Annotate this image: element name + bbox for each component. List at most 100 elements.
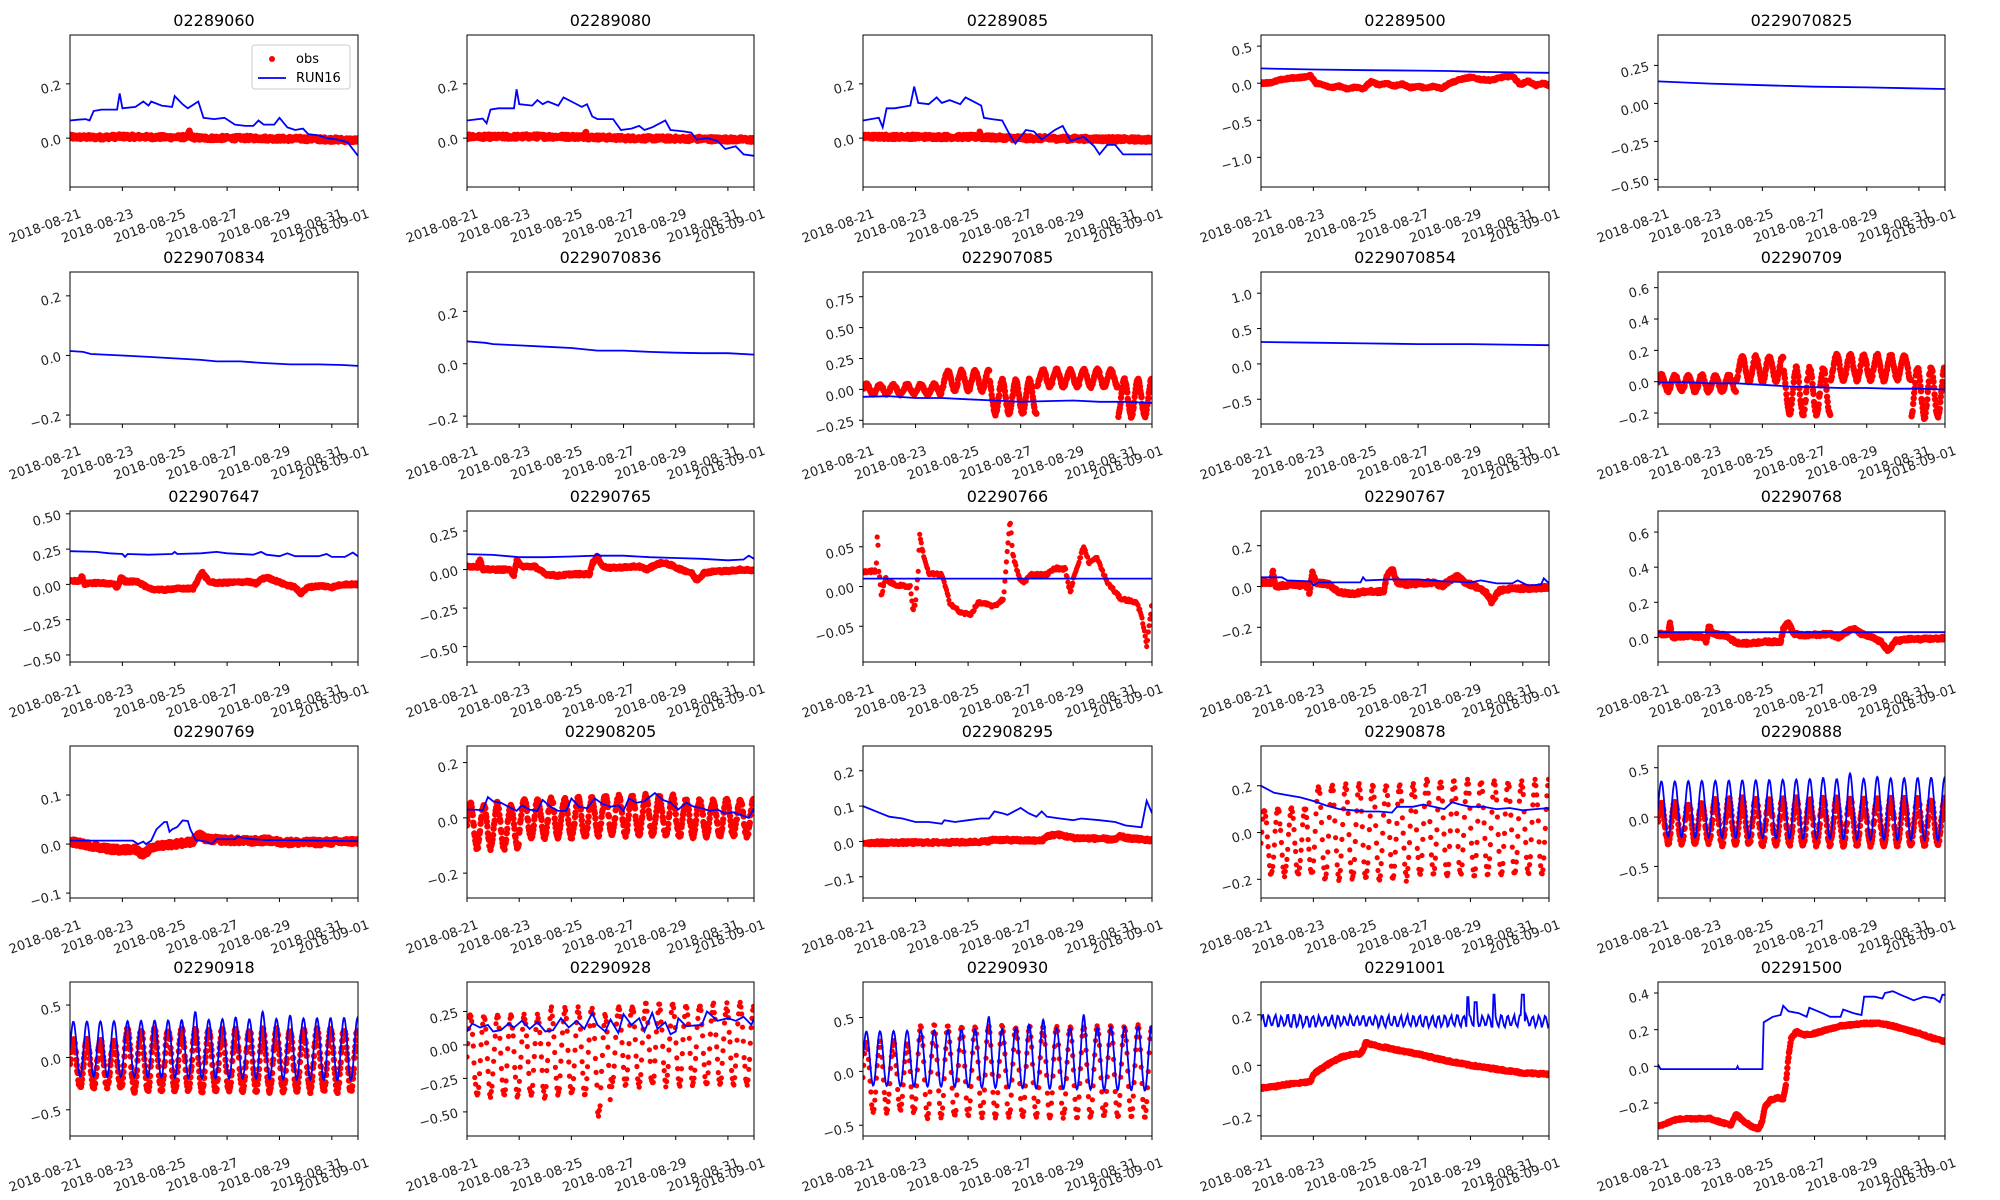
obs-point bbox=[1941, 365, 1945, 372]
obs-point bbox=[945, 593, 951, 599]
obs-point bbox=[1863, 361, 1870, 368]
subplot-title: 0229070834 bbox=[163, 248, 265, 267]
subplot-0229070834: 0229070834−0.20.00.22018-08-212018-08-23… bbox=[7, 248, 371, 484]
obs-point bbox=[1909, 407, 1916, 415]
obs-point bbox=[1918, 399, 1926, 406]
y-tick-label: −0.50 bbox=[1609, 174, 1651, 199]
y-tick-label: 0.0 bbox=[1627, 376, 1651, 396]
plot-area bbox=[1261, 35, 1549, 187]
obs-point bbox=[750, 566, 754, 573]
series-layer bbox=[863, 520, 1152, 650]
obs-point bbox=[1842, 370, 1850, 378]
subplot-0229070825: 0229070825−0.50−0.250.000.252018-08-2120… bbox=[1595, 11, 1958, 247]
obs-point bbox=[910, 607, 917, 613]
plot-area bbox=[467, 272, 754, 424]
run16-line bbox=[467, 89, 754, 157]
obs-point bbox=[913, 597, 919, 603]
obs-point bbox=[1923, 402, 1930, 409]
y-tick-label: −0.5 bbox=[1220, 394, 1254, 417]
obs-point bbox=[1912, 379, 1919, 387]
obs-point bbox=[1781, 375, 1789, 382]
legend-obs-marker bbox=[269, 56, 275, 62]
axes-frame bbox=[466, 510, 755, 663]
obs-point bbox=[1016, 395, 1023, 402]
obs-point bbox=[1124, 389, 1131, 396]
obs-point bbox=[750, 138, 754, 145]
axes-frame bbox=[69, 271, 359, 425]
obs-point bbox=[1937, 393, 1945, 400]
obs-point bbox=[1734, 373, 1742, 380]
legend-label: obs bbox=[296, 52, 319, 67]
series-layer bbox=[1658, 350, 1945, 422]
axes-frame bbox=[69, 510, 359, 663]
obs-point bbox=[1827, 411, 1834, 419]
subplot-title: 02289500 bbox=[1364, 11, 1445, 30]
series-layer bbox=[467, 89, 754, 157]
y-tick-label: 0.50 bbox=[31, 508, 63, 530]
subplot-title: 02290709 bbox=[1761, 248, 1842, 267]
subplot-title: 0229070836 bbox=[560, 248, 662, 267]
obs-point bbox=[915, 568, 921, 574]
obs-point bbox=[1924, 396, 1931, 403]
obs-point bbox=[1001, 387, 1009, 395]
obs-point bbox=[1002, 395, 1010, 402]
obs-point bbox=[1939, 378, 1945, 385]
obs-point bbox=[1936, 405, 1944, 412]
obs-point bbox=[995, 392, 1003, 399]
obs-series bbox=[467, 552, 754, 584]
obs-point bbox=[354, 580, 358, 587]
obs-point bbox=[1005, 540, 1011, 546]
obs-point bbox=[1801, 406, 1808, 413]
y-tick-label: −0.25 bbox=[21, 614, 63, 639]
obs-point bbox=[941, 579, 947, 585]
y-tick-label: 1.0 bbox=[1230, 288, 1254, 308]
obs-series bbox=[70, 127, 358, 146]
obs-point bbox=[1856, 367, 1864, 374]
obs-point bbox=[1783, 391, 1790, 398]
obs-point bbox=[1922, 414, 1929, 421]
y-tick-label: 0.2 bbox=[436, 306, 460, 326]
obs-point bbox=[988, 386, 995, 393]
obs-point bbox=[875, 542, 881, 548]
y-tick-label: 0.25 bbox=[31, 543, 63, 565]
y-tick-label: 0.5 bbox=[1230, 40, 1254, 60]
obs-point bbox=[1796, 391, 1804, 398]
y-tick-label: 0.0 bbox=[436, 133, 460, 153]
legend-label: RUN16 bbox=[296, 71, 341, 86]
obs-series bbox=[70, 568, 358, 598]
obs-point bbox=[1130, 404, 1137, 411]
subplot-022907647: 022907647−0.50−0.250.000.250.502018-08-2… bbox=[7, 487, 371, 722]
obs-point bbox=[1809, 380, 1816, 388]
series-layer bbox=[863, 86, 1152, 156]
obs-point bbox=[1925, 378, 1933, 385]
axes-frame bbox=[1260, 34, 1550, 188]
series-layer bbox=[1261, 341, 1549, 347]
obs-point bbox=[876, 568, 882, 575]
series-layer bbox=[467, 552, 754, 584]
obs-point bbox=[914, 585, 920, 591]
y-tick-label: 0.0 bbox=[1230, 358, 1254, 378]
subplot-02289060: 022890600.00.22018-08-212018-08-232018-0… bbox=[7, 11, 371, 247]
obs-point bbox=[1816, 390, 1824, 397]
series-layer bbox=[70, 550, 358, 598]
series-layer bbox=[863, 365, 1152, 421]
plot-area bbox=[467, 35, 754, 187]
y-tick-label: 0.2 bbox=[1627, 345, 1651, 365]
obs-point bbox=[1148, 137, 1152, 145]
series-layer bbox=[70, 350, 358, 367]
obs-point bbox=[1815, 401, 1822, 408]
subplot-0229070854: 0229070854−0.50.00.51.02018-08-212018-08… bbox=[1198, 248, 1562, 484]
obs-point bbox=[1795, 378, 1803, 386]
run16-line bbox=[1261, 341, 1549, 347]
obs-point bbox=[1800, 412, 1807, 419]
obs-point bbox=[1916, 377, 1924, 384]
obs-point bbox=[917, 531, 923, 537]
subplot-title: 02290765 bbox=[570, 487, 651, 506]
obs-point bbox=[1808, 374, 1816, 381]
subplot-02289500: 02289500−1.0−0.50.00.52018-08-212018-08-… bbox=[1198, 11, 1562, 247]
obs-point bbox=[1788, 400, 1795, 408]
obs-point bbox=[1795, 373, 1802, 380]
y-tick-label: −0.50 bbox=[21, 649, 63, 674]
series-layer bbox=[1658, 80, 1945, 90]
plot-area bbox=[467, 511, 754, 662]
